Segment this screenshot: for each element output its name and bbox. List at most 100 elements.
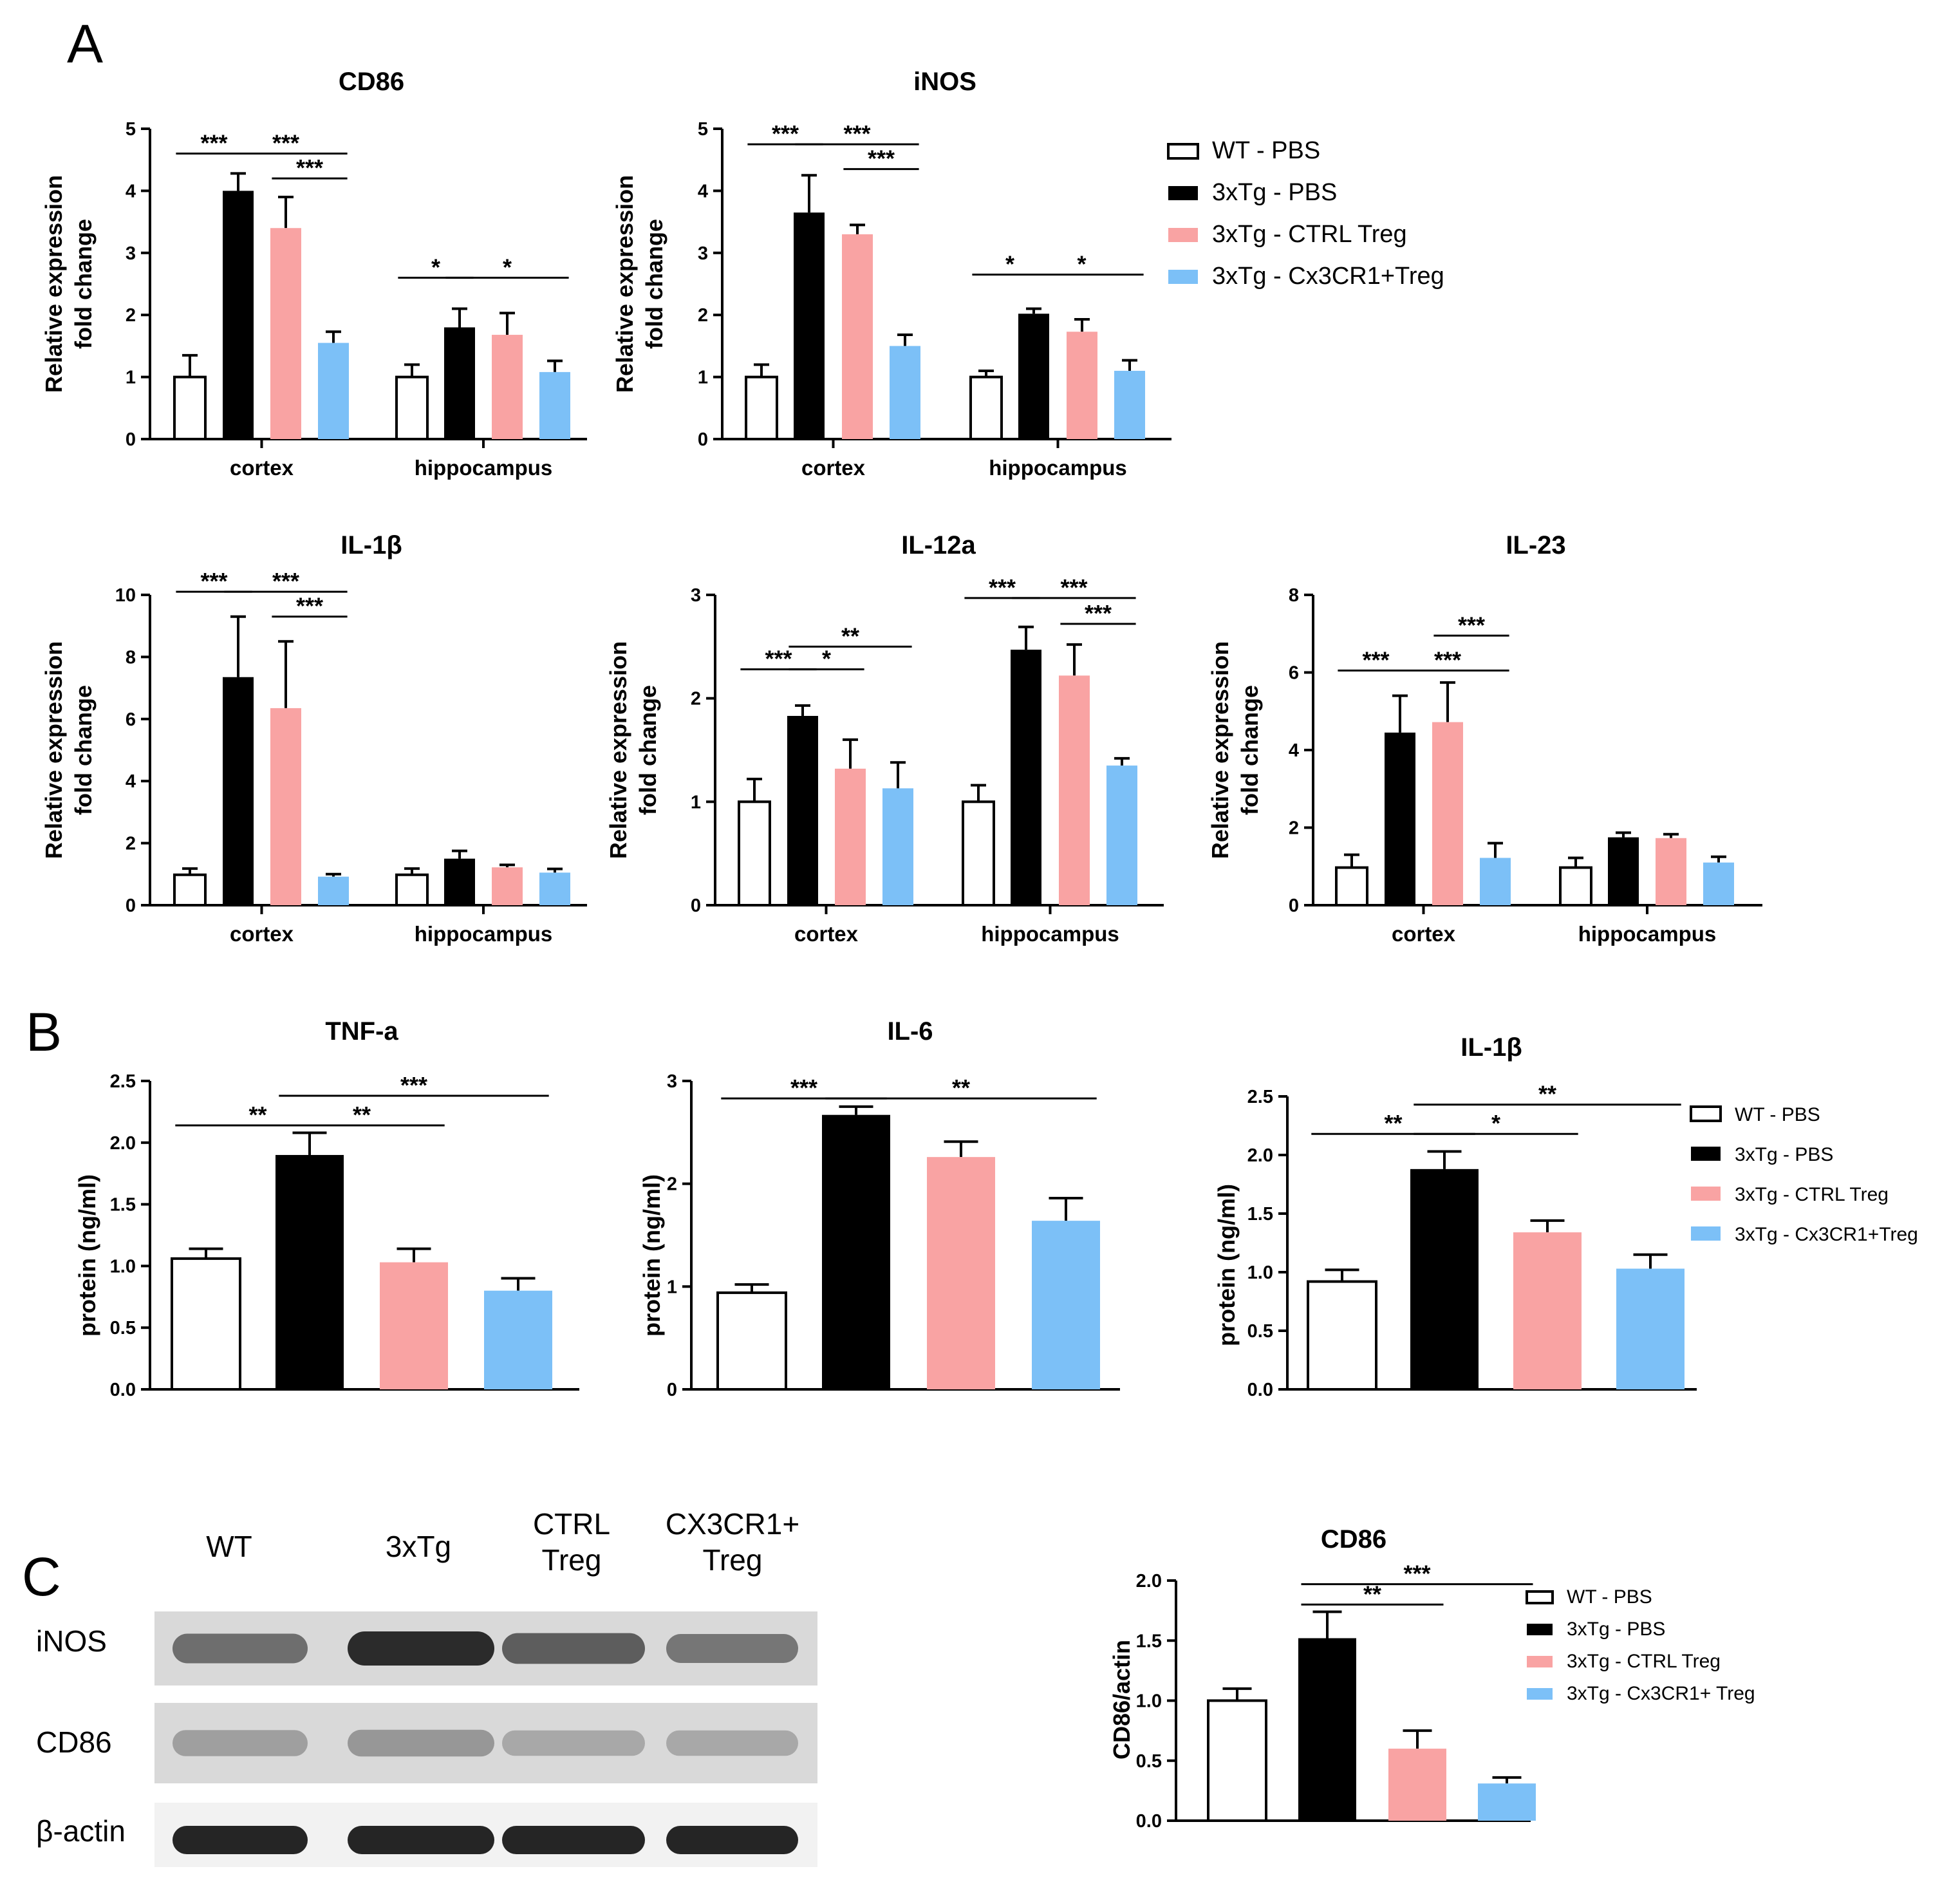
blot-band <box>348 1826 494 1854</box>
bar <box>380 1262 448 1389</box>
significance-label: *** <box>989 574 1016 601</box>
y-tick-label: 4 <box>126 771 136 792</box>
chart-title: iNOS <box>913 68 976 96</box>
y-tick-label: 1.0 <box>1247 1263 1273 1283</box>
bar <box>738 800 771 907</box>
bar <box>223 191 254 439</box>
significance-label: *** <box>1085 600 1112 626</box>
y-tick-label: 3 <box>698 243 708 264</box>
legend-label: 3xTg - CTRL Treg <box>1212 221 1407 248</box>
chart-a-inos: iNOS Relative expression fold change 0 1 2 3 4 5… <box>611 68 1171 480</box>
chart-b-tnfa: TNF-a protein (ng/ml) 0.0 0.5 1.0 1.5 2.0 2.5 **… <box>74 1017 579 1400</box>
y-tick-label: 4 <box>698 181 708 202</box>
bar <box>1207 1699 1267 1822</box>
legend-swatch <box>1168 270 1198 284</box>
y-tick-label: 2 <box>691 689 701 709</box>
bar <box>1298 1638 1356 1821</box>
y-axis-label: fold change <box>70 219 97 349</box>
y-tick-label: 2.0 <box>1247 1145 1273 1166</box>
y-tick-label: 0 <box>126 429 136 450</box>
blot-lane-label: CTRL <box>533 1507 610 1541</box>
bar <box>444 858 475 905</box>
blot-band <box>348 1729 494 1757</box>
y-axis-label: protein (ng/ml) <box>639 1174 665 1337</box>
legend-label: 3xTg - PBS <box>1212 179 1337 206</box>
y-tick-label: 2 <box>667 1174 677 1195</box>
bar <box>1559 866 1592 906</box>
significance-label: * <box>1005 251 1014 277</box>
legend-label: WT - PBS <box>1735 1104 1820 1125</box>
chart-title: IL-6 <box>887 1017 933 1046</box>
panel-label-a: A <box>67 14 103 74</box>
blot-lane-label: Treg <box>542 1543 602 1577</box>
bar <box>1018 314 1049 439</box>
panel-label-c: C <box>22 1546 61 1607</box>
bar <box>1114 370 1145 439</box>
significance-label: *** <box>1060 574 1087 601</box>
y-tick-label: 1 <box>691 792 701 812</box>
bar <box>1478 1783 1536 1821</box>
y-tick-label: 6 <box>126 709 136 730</box>
y-tick-label: 5 <box>698 119 708 140</box>
y-axis-label: Relative expression <box>1207 641 1233 859</box>
bar <box>270 708 301 905</box>
y-tick-label: 1 <box>667 1277 677 1297</box>
bar <box>539 872 570 905</box>
y-axis-label: Relative expression <box>41 175 67 393</box>
bar <box>539 371 570 439</box>
bar <box>1656 838 1686 905</box>
bar <box>395 375 429 440</box>
bar <box>1067 332 1097 439</box>
chart-title: IL-12a <box>901 531 976 559</box>
bar <box>962 800 995 907</box>
significance-label: *** <box>296 155 323 181</box>
y-axis-label: Relative expression <box>605 641 631 859</box>
bar <box>1410 1169 1479 1389</box>
significance-label: *** <box>790 1075 817 1101</box>
y-tick-label: 3 <box>667 1071 677 1092</box>
y-tick-label: 1.5 <box>1136 1631 1162 1651</box>
significance-label: *** <box>272 568 299 594</box>
bar <box>787 715 818 905</box>
bar <box>1385 732 1415 905</box>
significance-label: *** <box>765 646 792 672</box>
y-tick-label: 2 <box>1289 818 1299 839</box>
x-tick-label: cortex <box>801 456 866 480</box>
significance-label: *** <box>1434 646 1461 673</box>
bar <box>1106 765 1137 905</box>
blot-band <box>173 1730 308 1756</box>
significance-label: ** <box>952 1075 970 1101</box>
y-tick-label: 1.5 <box>1247 1204 1273 1225</box>
x-tick-label: hippocampus <box>415 922 553 946</box>
chart-title: IL-1β <box>1461 1033 1522 1062</box>
legend-swatch <box>1168 186 1198 200</box>
y-tick-label: 0.5 <box>1136 1751 1162 1772</box>
legend-label: 3xTg - CTRL Treg <box>1735 1184 1889 1205</box>
y-tick-label: 0.0 <box>110 1380 136 1400</box>
significance-label: ** <box>841 623 859 649</box>
chart-a-cd86: CD86 Relative expression fold change 0 1 2 3 4 5… <box>41 68 587 480</box>
y-axis-label: protein (ng/ml) <box>1213 1184 1240 1346</box>
chart-a-il12a: IL-12a Relative expression fold change 0 1 2 3… <box>605 531 1164 946</box>
y-tick-label: 1.5 <box>110 1195 136 1216</box>
y-axis-label: Relative expression <box>41 641 67 859</box>
bar <box>492 335 523 439</box>
significance-label: ** <box>1538 1081 1556 1107</box>
bar <box>1616 1268 1685 1389</box>
legend-label: 3xTg - Cx3CR1+Treg <box>1735 1224 1918 1245</box>
chart-a-il1b: IL-1β Relative expression fold change 0 2 4 6 8… <box>41 531 587 946</box>
y-tick-label: 2 <box>126 305 136 326</box>
significance-label: * <box>1077 251 1086 277</box>
significance-label: * <box>822 646 831 672</box>
bar <box>492 867 523 905</box>
bar <box>1059 675 1090 905</box>
y-axis-label: fold change <box>635 685 661 815</box>
chart-title: IL-23 <box>1506 531 1565 559</box>
x-tick-label: cortex <box>230 922 294 946</box>
legend-swatch <box>1168 228 1198 242</box>
blot-band <box>666 1730 798 1756</box>
